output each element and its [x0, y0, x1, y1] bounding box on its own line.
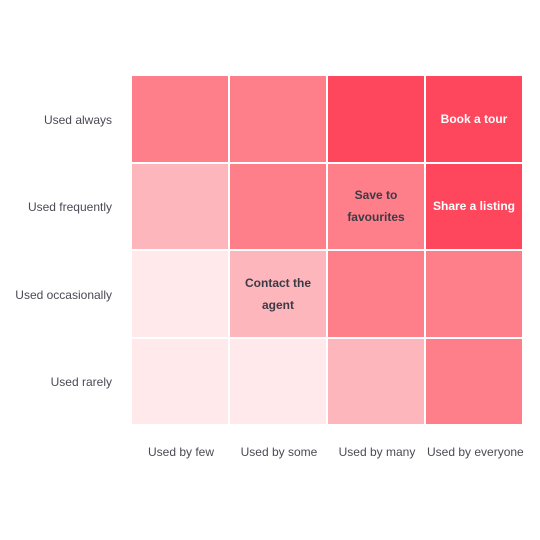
heatmap-cell	[328, 76, 424, 162]
heatmap-cell	[426, 251, 522, 337]
heatmap-cell: Share a listing	[426, 163, 522, 249]
heatmap-cell	[328, 251, 424, 337]
cell-label: Share a listing	[432, 199, 516, 214]
heatmap-cell	[426, 338, 522, 424]
cell-label: Contact the agent	[245, 275, 311, 312]
x-tick-label: Used by many	[338, 445, 416, 459]
cell-label: Save to favourites	[347, 188, 405, 225]
heatmap-cell	[132, 163, 228, 249]
heatmap-cell	[230, 76, 326, 162]
heatmap-cell: Contact the agent	[230, 251, 326, 337]
y-tick-label: Used rarely	[50, 375, 112, 390]
heatmap-cell	[132, 251, 228, 337]
heatmap-cell	[230, 338, 326, 424]
heatmap-cell	[328, 338, 424, 424]
heatmap-cell	[132, 76, 228, 162]
y-tick-label: Used always	[43, 112, 112, 127]
x-tick-label: Used by some	[240, 445, 318, 459]
heatmap-cell: Book a tour	[426, 76, 522, 162]
heatmap-cell	[132, 338, 228, 424]
y-tick-label: Used occasionally	[15, 287, 112, 302]
y-tick-label: Used frequently	[27, 200, 112, 215]
heatmap-cell: Save to favourites	[328, 163, 424, 249]
x-tick-label: Used by few	[147, 445, 215, 459]
x-tick-label: Used by everyone	[427, 445, 524, 459]
cell-label: Book a tour	[440, 111, 508, 126]
heatmap-cell	[230, 163, 326, 249]
